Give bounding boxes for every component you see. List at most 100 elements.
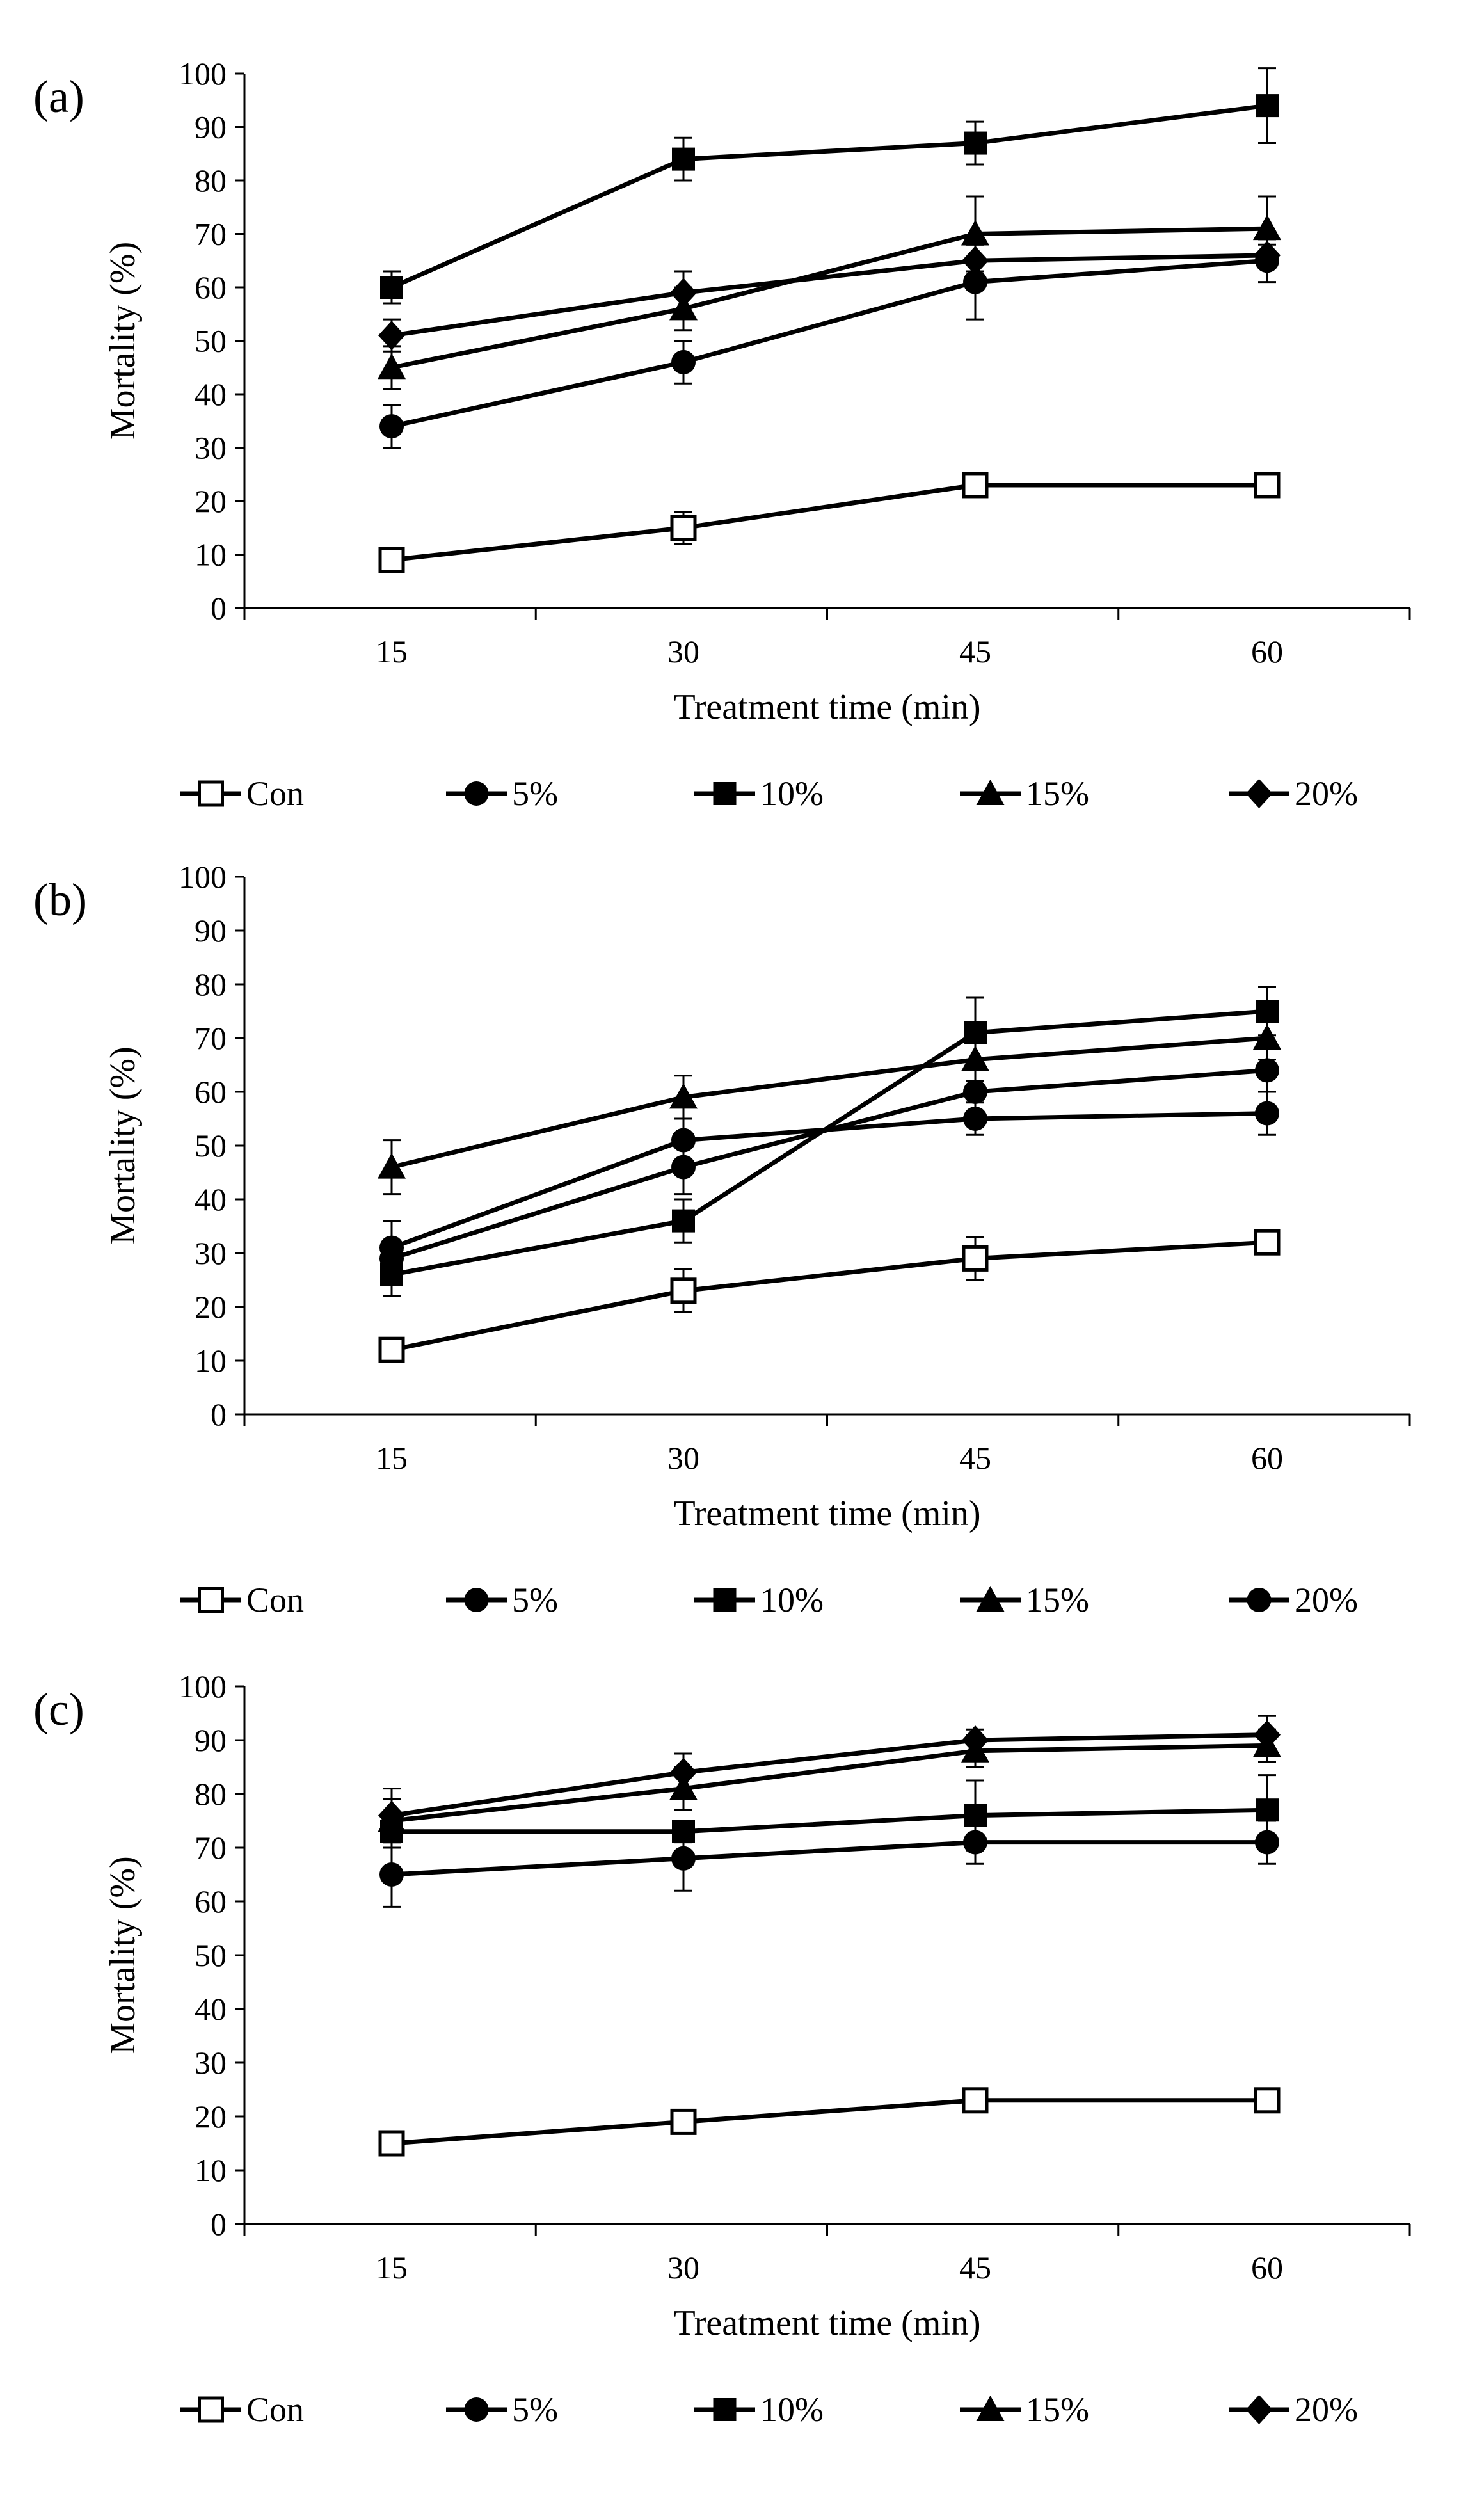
series-20pct bbox=[379, 1091, 1279, 1276]
legend-marker bbox=[976, 780, 1005, 805]
x-tick-label: 15 bbox=[376, 634, 408, 669]
legend-label: 15% bbox=[1026, 2390, 1089, 2429]
x-tick-label: 30 bbox=[667, 1440, 699, 1476]
legend-label: 10% bbox=[760, 1581, 824, 1619]
data-point bbox=[672, 1209, 695, 1233]
data-point bbox=[962, 472, 989, 499]
data-point bbox=[379, 1862, 404, 1887]
y-tick-label: 10 bbox=[195, 537, 227, 573]
legend-label: 10% bbox=[760, 2390, 824, 2429]
series-line bbox=[390, 103, 1268, 290]
legend-label: 5% bbox=[512, 774, 558, 813]
legend-item: 5% bbox=[446, 2390, 558, 2429]
series-con bbox=[378, 1229, 1281, 1363]
series-line bbox=[390, 1111, 1268, 1250]
series-line bbox=[391, 1743, 1268, 1823]
data-point bbox=[962, 1725, 989, 1755]
series-10pct bbox=[380, 1774, 1279, 1852]
legend-label: Con bbox=[246, 774, 304, 813]
x-tick-label: 45 bbox=[959, 1440, 991, 1476]
y-tick-label: 0 bbox=[211, 590, 227, 626]
legend-marker bbox=[713, 782, 737, 805]
series-15pct bbox=[378, 195, 1281, 390]
series-line bbox=[391, 1036, 1268, 1170]
data-point bbox=[1256, 94, 1279, 118]
series-line bbox=[391, 253, 1268, 338]
series-line bbox=[391, 1840, 1267, 1877]
data-point bbox=[671, 349, 696, 374]
y-tick-label: 60 bbox=[195, 269, 227, 305]
y-tick-label: 0 bbox=[211, 2206, 227, 2242]
data-point bbox=[1254, 2087, 1281, 2114]
legend-marker bbox=[464, 1588, 489, 1612]
y-tick-label: 90 bbox=[195, 913, 227, 948]
legend-label: 5% bbox=[512, 2390, 558, 2429]
series-line bbox=[391, 258, 1268, 429]
x-tick-label: 60 bbox=[1251, 1440, 1283, 1476]
data-point bbox=[380, 276, 403, 299]
data-point bbox=[671, 1846, 696, 1871]
data-point bbox=[378, 1153, 406, 1179]
data-point bbox=[671, 1128, 696, 1153]
y-axis-title: Mortality (%) bbox=[103, 242, 143, 440]
legend-item: 5% bbox=[446, 1581, 558, 1619]
data-point bbox=[378, 1800, 405, 1830]
y-axis-title: Mortality (%) bbox=[103, 1046, 143, 1244]
legend-item: 15% bbox=[960, 1581, 1089, 1619]
series-20pct bbox=[378, 240, 1281, 353]
series-line bbox=[390, 1068, 1268, 1261]
x-axis-title: Treatment time (min) bbox=[673, 1494, 980, 1533]
y-tick-label: 20 bbox=[195, 2099, 227, 2134]
data-point bbox=[964, 1804, 987, 1827]
y-tick-label: 40 bbox=[195, 1181, 227, 1217]
legend-item: 20% bbox=[1229, 1581, 1358, 1619]
panel-label: (a) bbox=[33, 71, 84, 122]
y-tick-label: 80 bbox=[195, 1776, 227, 1812]
y-tick-label: 40 bbox=[195, 1991, 227, 2027]
legend-label: 5% bbox=[512, 1581, 558, 1619]
y-tick-label: 80 bbox=[195, 966, 227, 1002]
data-point bbox=[378, 1336, 405, 1363]
x-tick-label: 15 bbox=[376, 2250, 408, 2285]
y-tick-label: 90 bbox=[195, 1722, 227, 1758]
y-tick-label: 70 bbox=[195, 216, 227, 252]
data-point bbox=[670, 515, 697, 541]
series-10pct bbox=[380, 67, 1279, 305]
data-point bbox=[1253, 214, 1281, 241]
panel-label: (b) bbox=[33, 874, 87, 925]
data-point bbox=[962, 2087, 989, 2114]
legend-label: 20% bbox=[1295, 2390, 1358, 2429]
data-point bbox=[1254, 1720, 1281, 1750]
y-tick-label: 70 bbox=[195, 1020, 227, 1056]
data-point bbox=[961, 1045, 989, 1071]
y-tick-label: 70 bbox=[195, 1830, 227, 1866]
y-tick-label: 40 bbox=[195, 376, 227, 412]
legend-item: 10% bbox=[694, 774, 824, 813]
chart-panel-1: (a) 0 10 20 30 40 50 60 70 80 90 100 15 30 45 60 Treatme… bbox=[33, 56, 1411, 813]
chart-panel-2: (b) 0 10 20 30 40 50 60 70 80 90 100 15 30 45 60 Treatme… bbox=[33, 859, 1411, 1619]
series-5pct bbox=[379, 1048, 1279, 1276]
legend-marker bbox=[198, 780, 224, 807]
legend-marker bbox=[976, 2396, 1005, 2421]
series-15pct bbox=[378, 1015, 1281, 1196]
y-tick-label: 60 bbox=[195, 1884, 227, 1919]
series-con bbox=[378, 472, 1281, 573]
y-tick-label: 30 bbox=[195, 430, 227, 466]
legend-item: 10% bbox=[694, 1581, 824, 1619]
x-axis-title: Treatment time (min) bbox=[673, 687, 980, 727]
y-tick-label: 10 bbox=[195, 2152, 227, 2188]
series-line bbox=[392, 1807, 1268, 1834]
data-point bbox=[378, 353, 406, 380]
x-tick-label: 30 bbox=[667, 2250, 699, 2285]
legend-marker bbox=[464, 2397, 489, 2422]
legend-marker bbox=[198, 1587, 224, 1613]
legend-item: Con bbox=[180, 2390, 304, 2429]
legend-item: 5% bbox=[446, 774, 558, 813]
data-point bbox=[378, 2130, 405, 2157]
data-point bbox=[1255, 1101, 1279, 1126]
legend-marker bbox=[976, 1586, 1005, 1612]
data-point bbox=[963, 1080, 987, 1104]
data-point bbox=[378, 321, 405, 351]
y-tick-label: 20 bbox=[195, 483, 227, 519]
series-line bbox=[391, 1009, 1268, 1277]
